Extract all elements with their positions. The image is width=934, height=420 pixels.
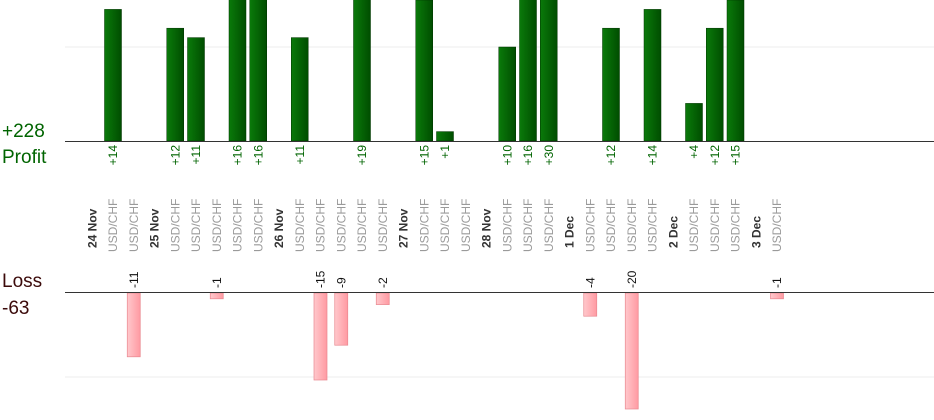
pair-label: USD/CHF [314, 199, 328, 252]
pair-label: USD/CHF [583, 199, 597, 252]
date-label: 3 Dec [749, 216, 763, 248]
profit-bar [540, 0, 558, 142]
profit-bar [228, 0, 247, 142]
pair-label: USD/CHF [189, 199, 203, 252]
pair-label: USD/CHF [708, 199, 722, 252]
loss-value-label: -11 [127, 271, 141, 288]
loss-value-label: -4 [583, 277, 597, 288]
axes [65, 141, 934, 293]
pair-label: USD/CHF [251, 199, 265, 252]
date-label: 25 Nov [148, 208, 162, 248]
pair-label: USD/CHF [355, 199, 369, 252]
pair-label: USD/CHF [334, 199, 348, 252]
pair-label: USD/CHF [729, 199, 743, 252]
profit-value-label: +12 [604, 145, 618, 166]
pair-label: USD/CHF [376, 199, 390, 252]
loss-value-label: -15 [314, 270, 328, 288]
profit-bar [706, 27, 724, 142]
profit-bar [498, 46, 516, 142]
profit-value-label: +14 [646, 145, 660, 166]
loss-bar [375, 292, 390, 305]
profit-value-label: +10 [500, 145, 514, 166]
date-label: 24 Nov [85, 208, 99, 248]
loss-bar [126, 292, 141, 358]
date-label: 2 Dec [666, 216, 680, 248]
pair-label: USD/CHF [293, 199, 307, 252]
loss-bar [583, 292, 598, 317]
loss-value-label: -20 [625, 270, 639, 288]
pair-label: USD/CHF [127, 199, 141, 252]
profit-bar [187, 37, 205, 142]
date-label: 28 Nov [480, 208, 494, 248]
profit-value-label: +14 [106, 145, 120, 166]
pair-label: USD/CHF [417, 199, 431, 252]
profit-bar [436, 131, 454, 142]
date-label: 27 Nov [397, 208, 411, 248]
trade-labels: 24 Nov USD/CHF +14 USD/CHF -11 25 Nov USD/CHF +… [85, 145, 784, 288]
loss-bar [209, 292, 224, 300]
loss-bar [624, 292, 639, 410]
profit-heading: Profit [2, 147, 47, 168]
profit-bar [602, 27, 620, 142]
profit-bar [685, 103, 703, 142]
date-label: 1 Dec [563, 216, 577, 248]
pair-label: USD/CHF [106, 199, 120, 252]
loss-value-label: -1 [770, 277, 784, 288]
pair-label: USD/CHF [459, 199, 473, 252]
pair-label: USD/CHF [770, 199, 784, 252]
pair-label: USD/CHF [231, 199, 245, 252]
profit-value-label: +30 [542, 145, 556, 166]
profit-total: +228 [2, 121, 45, 142]
profit-value-label: +12 [168, 145, 182, 166]
profit-value-label: +15 [417, 145, 431, 166]
pair-label: USD/CHF [687, 199, 701, 252]
loss-total: -63 [2, 298, 29, 319]
profit-bar [353, 0, 371, 142]
profit-bar [249, 0, 267, 142]
profit-value-label: +19 [355, 145, 369, 166]
pair-label: USD/CHF [646, 199, 660, 252]
profit-value-label: +16 [251, 145, 265, 166]
profit-value-label: +16 [521, 145, 535, 166]
pair-label: USD/CHF [542, 199, 556, 252]
profit-value-label: +4 [687, 145, 701, 159]
loss-value-label: -1 [210, 277, 224, 288]
profit-bar [519, 0, 537, 142]
loss-bar [770, 292, 784, 300]
pair-label: USD/CHF [625, 199, 639, 252]
profit-bar [166, 27, 184, 142]
pair-label: USD/CHF [168, 199, 182, 252]
pair-label: USD/CHF [210, 199, 224, 252]
loss-heading: Loss [2, 271, 42, 292]
profit-value-label: +15 [729, 145, 743, 166]
profit-bar [726, 0, 745, 142]
profit-value-label: +12 [708, 145, 722, 166]
trade-bars [104, 0, 784, 410]
profit-value-label: +16 [231, 145, 245, 166]
pair-label: USD/CHF [521, 199, 535, 252]
profit-bar [415, 0, 433, 142]
pair-label: USD/CHF [604, 199, 618, 252]
loss-bar [334, 292, 349, 346]
profit-bar [104, 9, 122, 142]
profit-value-label: +1 [438, 145, 452, 159]
profit-bar [643, 9, 662, 142]
pair-label: USD/CHF [500, 199, 514, 252]
loss-bar [313, 292, 328, 381]
date-label: 26 Nov [272, 208, 286, 248]
profit-bar [291, 37, 309, 142]
profit-value-label: +11 [293, 145, 307, 165]
loss-value-label: -9 [334, 277, 348, 288]
profit-value-label: +11 [189, 145, 203, 165]
loss-value-label: -2 [376, 277, 390, 288]
pair-label: USD/CHF [438, 199, 452, 252]
